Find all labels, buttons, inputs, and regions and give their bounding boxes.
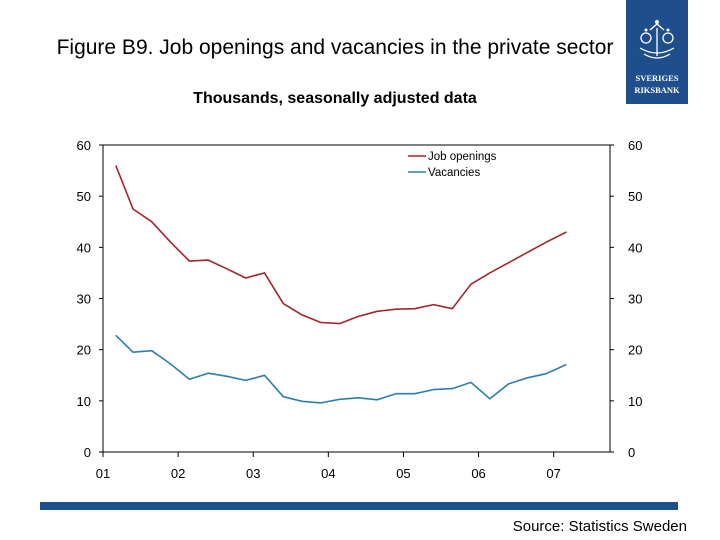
x-tick-label: 05 [396,466,410,481]
y-tick-label-left: 40 [77,240,91,255]
y-tick-label-right: 50 [628,189,642,204]
footer-bar [40,502,678,510]
y-tick-label-left: 20 [77,343,91,358]
x-tick-label: 06 [471,466,485,481]
legend-label: Vacancies [428,167,480,179]
y-tick-label-right: 0 [628,445,635,460]
series-line-vacancies [115,334,567,404]
source-note: Source: Statistics Sweden [512,518,687,535]
y-tick-label-right: 10 [628,394,642,409]
x-tick-label: 07 [546,466,560,481]
logo-text-top: SVERIGES [636,73,679,83]
y-tick-label-right: 20 [628,343,642,358]
x-tick-label: 01 [96,466,110,481]
legend-label: Job openings [428,151,497,163]
y-tick-label-left: 30 [77,292,91,307]
y-tick-label-right: 30 [628,292,642,307]
x-tick-label: 04 [321,466,335,481]
chart-subtitle: Thousands, seasonally adjusted data [193,90,477,107]
x-tick-label: 02 [171,466,185,481]
y-tick-label-left: 0 [84,445,91,460]
logo-text-bottom: RIKSBANK [634,85,680,95]
y-tick-label-right: 60 [628,138,642,153]
chart-title: Figure B9. Job openings and vacancies in… [56,36,614,59]
y-tick-label-right: 40 [628,240,642,255]
riksbank-logo: SVERIGES RIKSBANK [626,0,688,104]
y-tick-label-left: 60 [77,138,91,153]
y-tick-label-left: 50 [77,189,91,204]
x-tick-label: 03 [246,466,260,481]
series-line-job-openings [115,165,567,325]
plot-frame [102,144,611,453]
y-tick-label-left: 10 [77,394,91,409]
